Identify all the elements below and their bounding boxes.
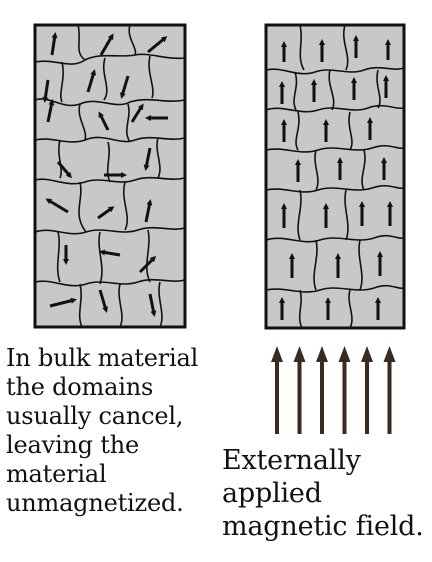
left-domain-walls <box>34 24 186 328</box>
right-domain-walls <box>265 24 405 329</box>
left-domain-arrows <box>42 32 168 317</box>
field-arrow-2 <box>293 346 306 434</box>
right-block-outline <box>264 23 406 330</box>
right-domain-arrows <box>279 35 393 320</box>
field-arrow-1 <box>271 346 283 434</box>
right-domain-block <box>264 23 406 330</box>
field-arrow-3 <box>316 346 328 434</box>
left-domain-block <box>33 23 187 329</box>
field-arrow-5 <box>361 346 373 434</box>
external-field-arrows <box>271 346 396 434</box>
right-caption: Externally applied magnetic field. <box>222 445 424 542</box>
left-caption: In bulk material the domains usually can… <box>6 344 199 517</box>
field-arrow-4 <box>338 346 351 434</box>
field-arrow-6 <box>383 346 396 434</box>
